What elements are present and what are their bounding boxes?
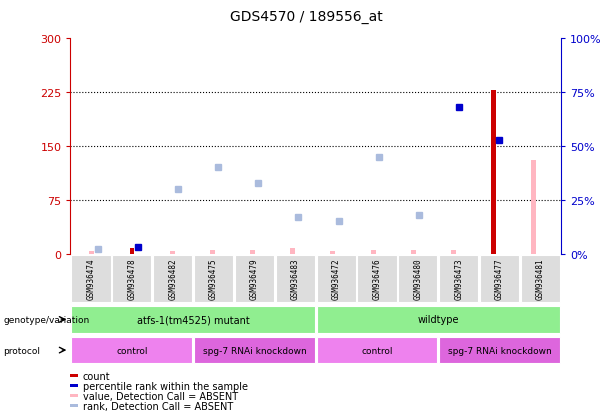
Bar bbox=[451, 250, 456, 254]
Text: control: control bbox=[116, 346, 148, 355]
Bar bbox=[250, 250, 255, 254]
Text: GSM936481: GSM936481 bbox=[536, 258, 545, 299]
Text: spg-7 RNAi knockdown: spg-7 RNAi knockdown bbox=[202, 346, 306, 355]
Text: GSM936480: GSM936480 bbox=[413, 258, 422, 299]
Text: wildtype: wildtype bbox=[417, 315, 459, 325]
Text: count: count bbox=[83, 371, 110, 381]
Bar bbox=[89, 252, 94, 254]
Text: GSM936483: GSM936483 bbox=[291, 258, 300, 299]
FancyBboxPatch shape bbox=[71, 337, 192, 363]
Text: GSM936476: GSM936476 bbox=[373, 258, 381, 299]
FancyBboxPatch shape bbox=[194, 255, 233, 303]
Bar bbox=[129, 248, 134, 254]
FancyBboxPatch shape bbox=[235, 255, 274, 303]
FancyBboxPatch shape bbox=[521, 255, 560, 303]
Bar bbox=[371, 250, 376, 254]
Text: GDS4570 / 189556_at: GDS4570 / 189556_at bbox=[230, 10, 383, 24]
FancyBboxPatch shape bbox=[398, 255, 438, 303]
Bar bbox=[291, 248, 295, 254]
Bar bbox=[411, 250, 416, 254]
Bar bbox=[531, 161, 536, 254]
Bar bbox=[330, 252, 335, 254]
FancyBboxPatch shape bbox=[276, 255, 315, 303]
Text: GSM936475: GSM936475 bbox=[209, 258, 218, 299]
Text: GSM936479: GSM936479 bbox=[250, 258, 259, 299]
FancyBboxPatch shape bbox=[480, 255, 519, 303]
FancyBboxPatch shape bbox=[194, 337, 315, 363]
FancyBboxPatch shape bbox=[153, 255, 192, 303]
Text: GSM936473: GSM936473 bbox=[454, 258, 463, 299]
Text: GSM936477: GSM936477 bbox=[495, 258, 504, 299]
FancyBboxPatch shape bbox=[316, 255, 356, 303]
Text: spg-7 RNAi knockdown: spg-7 RNAi knockdown bbox=[447, 346, 552, 355]
Text: genotype/variation: genotype/variation bbox=[3, 315, 89, 324]
Text: protocol: protocol bbox=[3, 346, 40, 355]
Text: GSM936472: GSM936472 bbox=[332, 258, 341, 299]
Bar bbox=[210, 250, 215, 254]
Text: atfs-1(tm4525) mutant: atfs-1(tm4525) mutant bbox=[137, 315, 249, 325]
Text: GSM936478: GSM936478 bbox=[128, 258, 136, 299]
Text: rank, Detection Call = ABSENT: rank, Detection Call = ABSENT bbox=[83, 401, 233, 411]
FancyBboxPatch shape bbox=[316, 306, 560, 333]
FancyBboxPatch shape bbox=[316, 337, 438, 363]
FancyBboxPatch shape bbox=[112, 255, 151, 303]
Text: GSM936482: GSM936482 bbox=[168, 258, 177, 299]
FancyBboxPatch shape bbox=[439, 255, 478, 303]
FancyBboxPatch shape bbox=[357, 255, 397, 303]
Bar bbox=[491, 91, 496, 254]
Bar bbox=[170, 252, 175, 254]
Text: GSM936474: GSM936474 bbox=[86, 258, 96, 299]
Text: percentile rank within the sample: percentile rank within the sample bbox=[83, 381, 248, 391]
FancyBboxPatch shape bbox=[71, 306, 315, 333]
FancyBboxPatch shape bbox=[439, 337, 560, 363]
Text: value, Detection Call = ABSENT: value, Detection Call = ABSENT bbox=[83, 391, 238, 401]
FancyBboxPatch shape bbox=[71, 255, 110, 303]
Text: control: control bbox=[361, 346, 393, 355]
